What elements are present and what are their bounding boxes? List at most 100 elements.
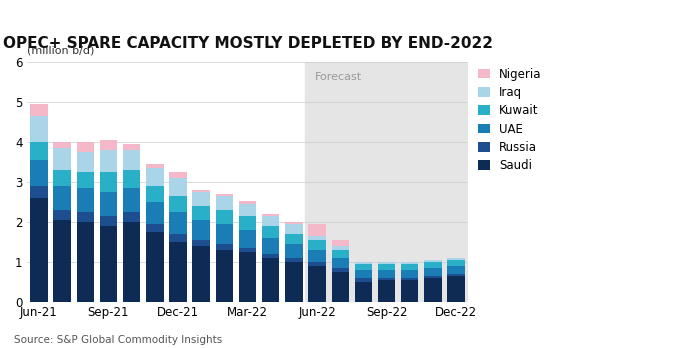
Bar: [355, 270, 372, 278]
Bar: [192, 240, 210, 246]
Bar: [308, 250, 326, 262]
Bar: [30, 160, 48, 186]
Bar: [239, 204, 256, 216]
Bar: [123, 170, 140, 188]
Bar: [305, 62, 468, 302]
Bar: [447, 266, 465, 274]
Bar: [192, 192, 210, 206]
Bar: [216, 224, 233, 244]
Bar: [332, 250, 349, 258]
Bar: [77, 152, 94, 172]
Bar: [77, 188, 94, 212]
Bar: [100, 140, 117, 150]
Bar: [77, 222, 94, 302]
Bar: [146, 232, 163, 302]
Bar: [30, 142, 48, 160]
Bar: [54, 142, 71, 148]
Bar: [262, 238, 279, 254]
Bar: [216, 244, 233, 250]
Bar: [239, 248, 256, 252]
Bar: [100, 172, 117, 192]
Bar: [54, 148, 71, 170]
Bar: [54, 186, 71, 210]
Bar: [54, 170, 71, 186]
Bar: [192, 220, 210, 240]
Title: OPEC+ SPARE CAPACITY MOSTLY DEPLETED BY END-2022: OPEC+ SPARE CAPACITY MOSTLY DEPLETED BY …: [3, 36, 492, 51]
Bar: [192, 206, 210, 220]
Bar: [401, 262, 418, 264]
Bar: [123, 144, 140, 150]
Bar: [146, 224, 163, 232]
Bar: [285, 224, 303, 234]
Bar: [308, 224, 326, 236]
Bar: [308, 262, 326, 266]
Legend: Nigeria, Iraq, Kuwait, UAE, Russia, Saudi: Nigeria, Iraq, Kuwait, UAE, Russia, Saud…: [478, 68, 542, 172]
Bar: [123, 212, 140, 222]
Bar: [355, 262, 372, 264]
Bar: [123, 188, 140, 212]
Bar: [285, 234, 303, 244]
Bar: [169, 242, 187, 302]
Bar: [169, 172, 187, 178]
Bar: [216, 210, 233, 224]
Bar: [401, 270, 418, 278]
Bar: [77, 172, 94, 188]
Bar: [332, 272, 349, 302]
Bar: [216, 194, 233, 196]
Bar: [401, 278, 418, 280]
Bar: [169, 234, 187, 242]
Bar: [355, 282, 372, 302]
Bar: [332, 246, 349, 250]
Bar: [378, 280, 395, 302]
Bar: [100, 192, 117, 216]
Bar: [424, 262, 441, 268]
Bar: [77, 212, 94, 222]
Bar: [54, 210, 71, 220]
Bar: [30, 104, 48, 116]
Bar: [77, 142, 94, 152]
Bar: [285, 262, 303, 302]
Bar: [378, 278, 395, 280]
Text: (million b/d): (million b/d): [27, 46, 95, 56]
Bar: [262, 258, 279, 302]
Bar: [216, 250, 233, 302]
Bar: [424, 268, 441, 276]
Bar: [285, 244, 303, 258]
Bar: [146, 168, 163, 186]
Bar: [355, 278, 372, 282]
Bar: [378, 264, 395, 270]
Bar: [447, 276, 465, 302]
Bar: [100, 216, 117, 226]
Bar: [30, 186, 48, 198]
Bar: [262, 214, 279, 216]
Bar: [100, 226, 117, 302]
Bar: [401, 264, 418, 270]
Bar: [447, 274, 465, 276]
Bar: [285, 258, 303, 262]
Bar: [192, 190, 210, 192]
Bar: [169, 178, 187, 196]
Bar: [285, 222, 303, 224]
Bar: [447, 258, 465, 260]
Bar: [355, 264, 372, 270]
Bar: [378, 262, 395, 264]
Bar: [378, 270, 395, 278]
Bar: [239, 252, 256, 302]
Bar: [123, 150, 140, 170]
Bar: [308, 240, 326, 250]
Bar: [424, 260, 441, 262]
Text: Forecast: Forecast: [315, 72, 362, 82]
Bar: [262, 216, 279, 226]
Bar: [332, 258, 349, 268]
Bar: [239, 216, 256, 230]
Bar: [169, 212, 187, 234]
Bar: [169, 196, 187, 212]
Bar: [30, 116, 48, 142]
Bar: [332, 268, 349, 272]
Bar: [146, 186, 163, 202]
Bar: [123, 222, 140, 302]
Bar: [424, 278, 441, 302]
Bar: [262, 226, 279, 238]
Bar: [216, 196, 233, 210]
Bar: [239, 201, 256, 204]
